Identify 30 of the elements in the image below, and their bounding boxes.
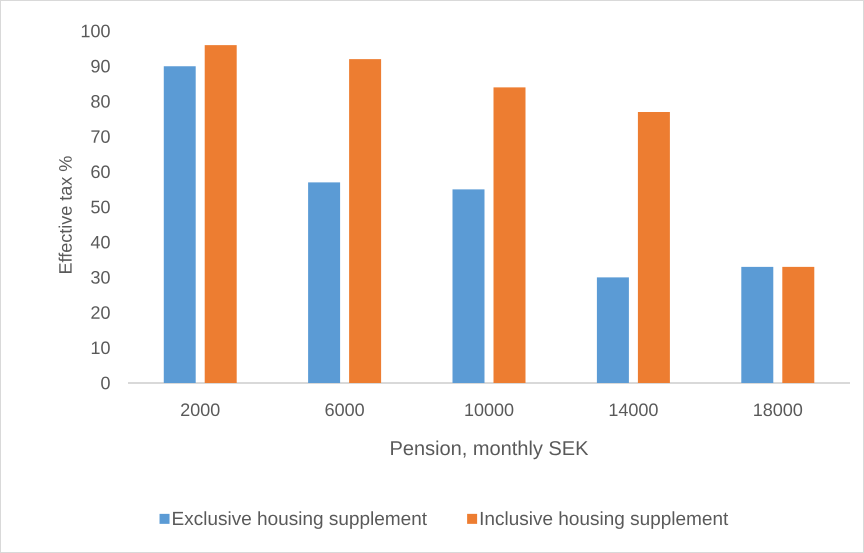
bar xyxy=(164,66,196,383)
bar xyxy=(741,266,774,383)
legend-label: Exclusive housing supplement xyxy=(173,511,427,529)
y-tick-label: 60 xyxy=(91,165,110,178)
y-tick-label: 10 xyxy=(92,341,110,354)
bar xyxy=(596,277,629,383)
x-tick-label: 14000 xyxy=(610,403,658,416)
y-axis-title: Effective tax % xyxy=(58,156,72,273)
y-tick-label: 70 xyxy=(91,130,110,143)
y-tick-label: 30 xyxy=(91,271,110,284)
y-tick-label: 90 xyxy=(91,60,110,73)
y-tick-label: 40 xyxy=(90,236,110,249)
bar xyxy=(349,59,382,383)
x-tick-label: 18000 xyxy=(754,403,802,416)
bar xyxy=(452,189,484,383)
bar xyxy=(204,45,237,383)
bar xyxy=(494,87,526,383)
y-tick-label: 0 xyxy=(101,376,110,390)
x-tick-label: 10000 xyxy=(465,403,514,416)
x-tick-label: 2000 xyxy=(181,403,220,416)
y-tick-label: 20 xyxy=(91,306,110,319)
y-tick-label: 100 xyxy=(82,24,110,38)
y-tick-label: 50 xyxy=(91,200,110,214)
bar xyxy=(782,266,814,383)
bar xyxy=(638,112,670,383)
y-tick-label: 80 xyxy=(91,95,110,108)
x-axis-title: Pension, monthly SEK xyxy=(391,440,588,460)
legend-label: Inclusive housing supplement xyxy=(480,511,728,529)
x-tick-label: 6000 xyxy=(325,403,364,416)
bar xyxy=(308,182,340,383)
